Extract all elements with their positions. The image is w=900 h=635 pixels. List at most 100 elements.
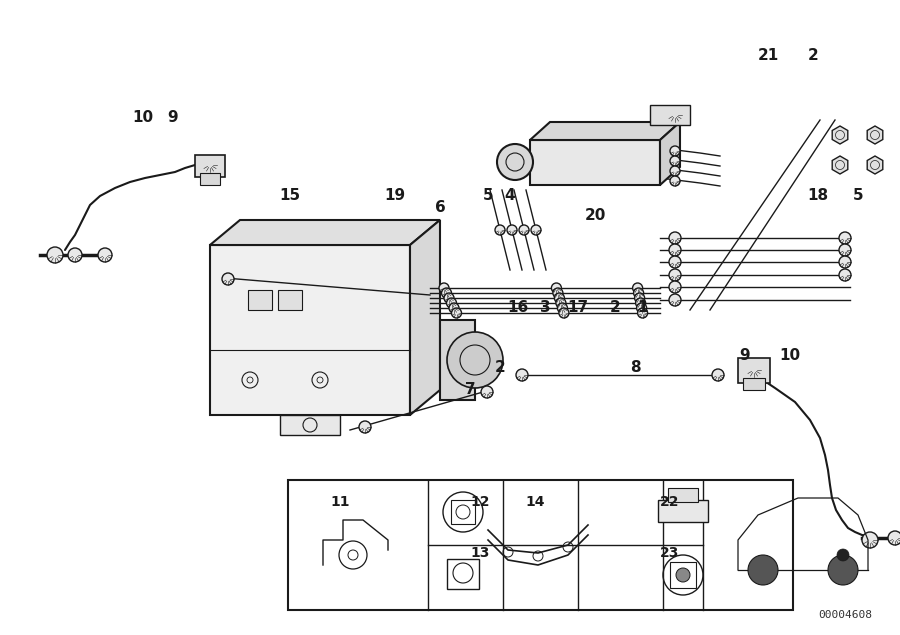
Circle shape <box>442 288 452 298</box>
Circle shape <box>636 303 646 313</box>
Circle shape <box>446 298 456 308</box>
Circle shape <box>559 308 569 318</box>
Circle shape <box>439 283 449 293</box>
Text: 13: 13 <box>471 546 490 560</box>
Text: 00004608: 00004608 <box>818 610 872 620</box>
Circle shape <box>203 158 217 172</box>
Circle shape <box>839 232 851 244</box>
Circle shape <box>47 247 63 263</box>
Circle shape <box>670 176 680 186</box>
Circle shape <box>668 108 682 122</box>
Circle shape <box>839 256 851 268</box>
Text: 9: 9 <box>740 347 751 363</box>
Text: 22: 22 <box>661 495 680 509</box>
Circle shape <box>553 288 562 298</box>
Circle shape <box>481 386 493 398</box>
Polygon shape <box>210 220 440 245</box>
Circle shape <box>712 369 724 381</box>
Text: 12: 12 <box>470 495 490 509</box>
Bar <box>670 562 696 588</box>
Circle shape <box>359 421 371 433</box>
Circle shape <box>552 283 562 293</box>
Text: 16: 16 <box>508 300 528 316</box>
Text: 7: 7 <box>464 382 475 398</box>
Polygon shape <box>832 156 848 174</box>
Text: 3: 3 <box>540 300 550 316</box>
Text: 23: 23 <box>661 546 680 560</box>
Text: 5: 5 <box>852 187 863 203</box>
Text: 2: 2 <box>807 48 818 62</box>
Circle shape <box>516 369 528 381</box>
Text: 5: 5 <box>482 187 493 203</box>
Circle shape <box>669 281 681 293</box>
Circle shape <box>447 332 503 388</box>
Bar <box>738 358 770 383</box>
Text: 10: 10 <box>779 347 801 363</box>
Circle shape <box>669 244 681 256</box>
Circle shape <box>497 144 533 180</box>
Bar <box>447 559 479 589</box>
Bar <box>440 320 475 400</box>
Bar <box>668 488 698 502</box>
Polygon shape <box>868 126 883 144</box>
Bar <box>743 378 765 390</box>
Text: 11: 11 <box>330 495 350 509</box>
Circle shape <box>748 555 778 585</box>
Bar <box>195 155 225 177</box>
Circle shape <box>862 532 878 548</box>
Text: 4: 4 <box>505 187 516 203</box>
Text: 2: 2 <box>609 300 620 316</box>
Bar <box>200 173 220 185</box>
Circle shape <box>452 308 462 318</box>
Polygon shape <box>832 126 848 144</box>
Circle shape <box>888 531 900 545</box>
Bar <box>210 245 410 415</box>
Text: 17: 17 <box>567 300 589 316</box>
Text: 21: 21 <box>758 48 778 62</box>
Circle shape <box>669 256 681 268</box>
Circle shape <box>676 568 690 582</box>
Circle shape <box>839 269 851 281</box>
Circle shape <box>634 288 643 298</box>
Circle shape <box>554 293 564 303</box>
Bar <box>650 105 690 125</box>
Bar <box>278 290 302 310</box>
Circle shape <box>444 293 454 303</box>
Circle shape <box>507 225 517 235</box>
Circle shape <box>557 303 567 313</box>
Bar <box>280 415 340 435</box>
Circle shape <box>837 549 849 561</box>
Text: 6: 6 <box>435 201 446 215</box>
Circle shape <box>670 156 680 166</box>
Bar <box>530 140 660 185</box>
Circle shape <box>68 248 82 262</box>
Circle shape <box>669 232 681 244</box>
Polygon shape <box>868 156 883 174</box>
Circle shape <box>747 363 761 377</box>
Bar <box>288 480 793 610</box>
Circle shape <box>222 273 234 285</box>
Circle shape <box>635 298 645 308</box>
Bar <box>248 290 272 310</box>
Circle shape <box>669 269 681 281</box>
Circle shape <box>637 308 648 318</box>
Circle shape <box>670 166 680 176</box>
Bar <box>451 500 475 524</box>
Circle shape <box>556 298 566 308</box>
Polygon shape <box>410 220 440 415</box>
Circle shape <box>828 555 858 585</box>
Text: 15: 15 <box>279 187 301 203</box>
Text: 9: 9 <box>167 110 178 126</box>
Circle shape <box>669 294 681 306</box>
Text: 18: 18 <box>807 187 829 203</box>
Text: 14: 14 <box>526 495 544 509</box>
Text: 2: 2 <box>495 361 506 375</box>
Circle shape <box>449 303 459 313</box>
Circle shape <box>531 225 541 235</box>
Polygon shape <box>530 122 680 140</box>
Circle shape <box>634 293 644 303</box>
Circle shape <box>670 146 680 156</box>
Circle shape <box>98 248 112 262</box>
Text: 1: 1 <box>638 300 648 316</box>
Text: 19: 19 <box>384 187 406 203</box>
